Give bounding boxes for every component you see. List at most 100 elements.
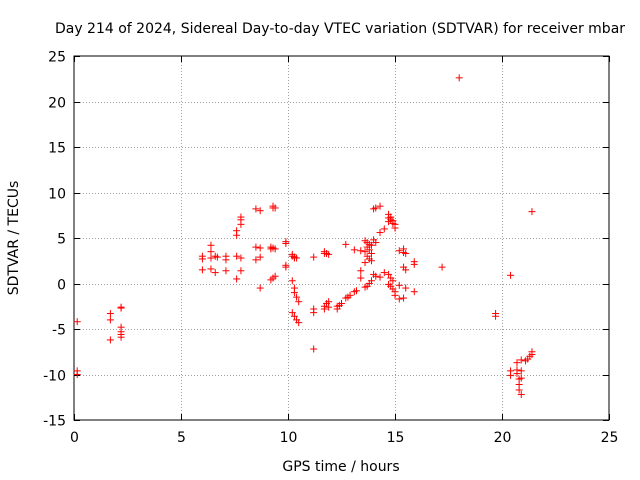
data-point	[256, 253, 264, 261]
grid	[74, 56, 609, 420]
y-tick-label: 20	[48, 96, 66, 112]
plot-frame	[73, 55, 610, 421]
data-point	[233, 227, 241, 235]
data-point	[207, 248, 215, 256]
data-point	[252, 256, 260, 264]
data-point	[376, 229, 384, 237]
data-point	[256, 244, 264, 252]
data-point	[513, 370, 521, 378]
data-point	[380, 269, 388, 277]
data-point	[237, 213, 245, 221]
data-point	[211, 269, 219, 277]
data-point	[288, 277, 296, 285]
data-point	[198, 266, 206, 274]
data-point	[207, 241, 215, 249]
data-point	[402, 249, 410, 257]
chart-title: Day 214 of 2024, Sidereal Day-to-day VTE…	[55, 21, 625, 37]
data-point	[271, 272, 279, 280]
data-point	[402, 284, 410, 292]
data-point	[365, 246, 373, 254]
data-point	[288, 309, 296, 317]
data-point	[325, 250, 333, 258]
data-point	[222, 256, 230, 264]
x-axis-label: GPS time / hours	[282, 459, 399, 475]
data-point	[338, 300, 345, 308]
data-point	[295, 298, 303, 306]
y-tick-label: 10	[48, 187, 66, 203]
data-point	[513, 359, 521, 367]
data-point	[207, 265, 215, 273]
data-point	[380, 225, 388, 233]
data-point	[342, 240, 350, 248]
data-point	[517, 374, 525, 382]
data-point	[282, 263, 290, 271]
data-point	[528, 348, 536, 356]
x-tick-label: 10	[280, 430, 298, 446]
data-point	[346, 291, 354, 299]
data-point	[293, 293, 301, 301]
x-tick-label: 15	[387, 430, 405, 446]
data-point	[213, 253, 221, 261]
y-tick-label: -15	[43, 414, 66, 430]
y-tick-label: -5	[52, 323, 66, 339]
data-point	[372, 272, 380, 280]
data-point	[395, 247, 403, 255]
data-point	[256, 284, 264, 292]
data-point	[438, 263, 446, 271]
data-point	[389, 277, 397, 285]
data-point	[367, 249, 375, 257]
data-point	[391, 224, 399, 232]
data-point	[320, 305, 328, 313]
data-point	[455, 74, 463, 82]
data-point	[237, 267, 245, 275]
data-point	[198, 255, 206, 263]
data-point	[357, 247, 365, 255]
data-point	[295, 319, 303, 327]
data-point	[400, 294, 408, 302]
data-point	[517, 391, 525, 399]
x-tick-label: 20	[494, 430, 512, 446]
data-point	[376, 202, 384, 210]
x-tick-label: 5	[177, 430, 186, 446]
x-axis-tick-labels: 0 5 10 15 20 25	[70, 430, 618, 446]
data-point	[282, 239, 290, 247]
data-point	[410, 260, 418, 268]
data-point	[367, 257, 375, 265]
x-tick-label: 25	[601, 430, 619, 446]
data-point	[310, 345, 318, 353]
data-point	[402, 266, 410, 274]
data-point	[73, 371, 81, 378]
y-tick-label: 25	[48, 50, 66, 66]
data-point	[237, 254, 245, 262]
data-point	[290, 289, 298, 297]
data-point	[372, 204, 380, 212]
data-point	[391, 291, 399, 299]
data-point	[515, 386, 523, 394]
y-tick-label: -10	[43, 369, 66, 385]
data-point	[207, 254, 215, 262]
x-tick-label: 0	[70, 430, 79, 446]
data-point	[117, 304, 125, 312]
data-points	[73, 74, 536, 399]
data-point	[310, 253, 318, 261]
y-tick-label: 15	[48, 141, 66, 157]
data-point	[271, 204, 279, 212]
data-point	[256, 207, 264, 215]
data-point	[367, 241, 375, 249]
data-point	[222, 267, 230, 275]
data-point	[106, 336, 114, 344]
y-tick-label: 5	[57, 232, 66, 248]
data-point	[517, 367, 525, 375]
data-point	[290, 312, 298, 320]
data-point	[271, 245, 279, 253]
data-point	[361, 259, 369, 267]
data-point	[252, 243, 260, 251]
data-point	[367, 277, 375, 285]
data-point	[517, 356, 525, 364]
data-point	[357, 274, 365, 282]
data-point	[333, 305, 341, 313]
data-point	[350, 246, 358, 254]
data-point	[395, 281, 403, 289]
data-point	[293, 254, 301, 262]
